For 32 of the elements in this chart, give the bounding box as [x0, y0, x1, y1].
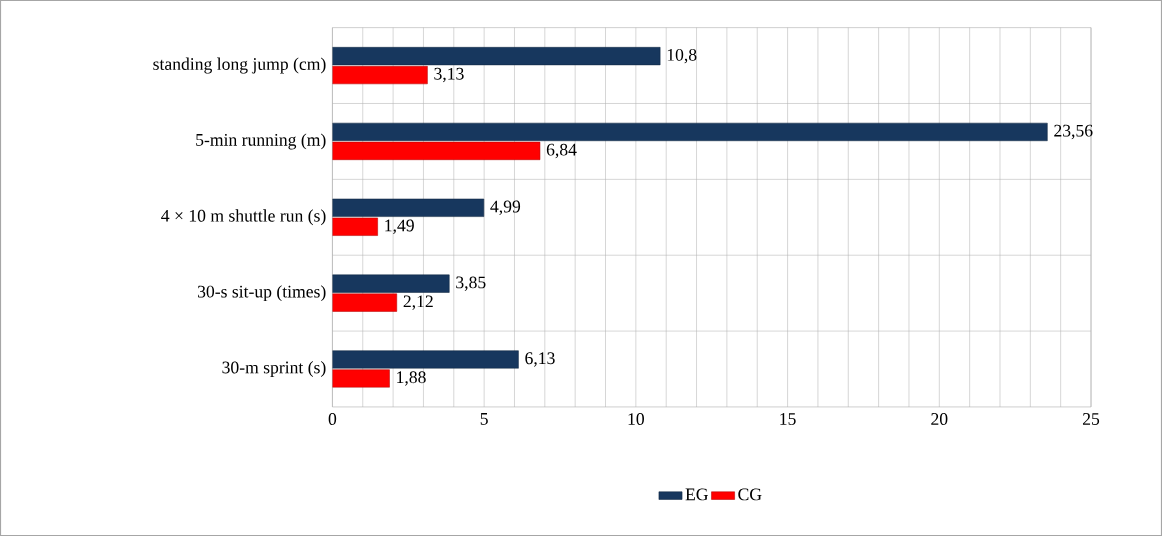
x-tick-label: 10	[628, 413, 644, 425]
y-tick-label: standing long jump (cm)	[153, 57, 326, 74]
y-tick-label: 30-s sit-up (times)	[198, 285, 326, 302]
y-tick-label: 30-m sprint (s)	[222, 360, 326, 377]
data-label: 3,85	[456, 276, 486, 291]
bar	[332, 141, 541, 160]
data-label: 6,13	[525, 352, 555, 367]
legend-label: CG	[738, 488, 762, 501]
y-tick-label: 4 × 10 m shuttle run (s)	[161, 209, 326, 226]
data-label: 1,49	[385, 219, 414, 234]
data-label: 6,84	[546, 143, 577, 159]
data-label: 10,8	[667, 48, 697, 64]
x-tick-label: 5	[480, 412, 488, 425]
legend-label: EG	[685, 488, 708, 501]
bar	[332, 65, 428, 85]
bar	[332, 46, 661, 66]
x-tick-label: 20	[931, 413, 948, 425]
x-tick-label: 15	[780, 413, 796, 425]
bar	[332, 293, 398, 312]
data-label: 3,13	[434, 67, 464, 83]
data-label: 1,88	[397, 371, 426, 386]
data-label: 2,12	[403, 295, 433, 310]
data-label: 4,99	[490, 200, 521, 215]
bar	[332, 122, 1048, 141]
bar	[332, 198, 485, 217]
y-tick-label: 5-min running (m)	[196, 133, 326, 150]
x-tick-label: 25	[1082, 412, 1100, 425]
data-label: 23,56	[1054, 124, 1093, 140]
x-tick-label: 0	[328, 413, 337, 425]
bar	[332, 350, 519, 369]
bar	[332, 274, 450, 293]
bar	[332, 369, 390, 388]
